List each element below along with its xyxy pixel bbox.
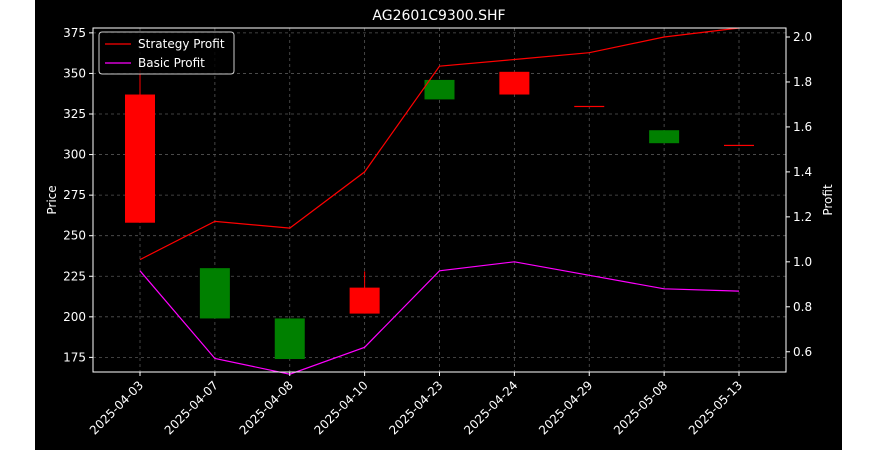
candle-body-7	[649, 130, 680, 144]
y-tick-label-3: 250	[63, 229, 86, 243]
y-tick-label-4: 275	[63, 188, 86, 202]
figure-background	[35, 0, 842, 450]
profit-lines	[139, 27, 740, 375]
candle-body-5	[499, 71, 530, 95]
y-tick-label-1: 200	[63, 310, 86, 324]
chart-title: AG2601C9300.SHF	[372, 8, 505, 24]
y2-tick-label-0: 0.6	[793, 345, 812, 359]
legend: Strategy Profit Basic Profit	[98, 31, 235, 75]
candle-body-0	[125, 94, 155, 223]
y2-tick-label-2: 1.0	[793, 255, 812, 269]
y-tick-label-6: 325	[63, 107, 86, 121]
y2-tick-label-5: 1.6	[793, 120, 812, 134]
legend-label-1: Basic Profit	[138, 56, 205, 70]
y-tick-label-7: 350	[63, 66, 86, 80]
candle-body-3	[349, 287, 380, 314]
candlesticks	[125, 70, 754, 360]
y2-tick-label-1: 0.8	[793, 300, 812, 314]
legend-label-0: Strategy Profit	[138, 37, 225, 51]
legend-box	[98, 31, 235, 75]
y2-tick-label-3: 1.2	[793, 210, 812, 224]
candle-body-1	[199, 268, 230, 319]
y-axis-label: Price	[45, 185, 59, 214]
y2-axis-label: Profit	[821, 184, 835, 216]
left-axis-ticks: 175 200 225 250 275 300 325 350 375	[63, 26, 93, 364]
y-tick-label-0: 175	[63, 350, 86, 364]
y-tick-label-8: 375	[63, 26, 86, 40]
candle-body-6	[574, 105, 605, 108]
series-line-0	[139, 27, 740, 261]
candle-body-4	[424, 79, 455, 100]
y2-tick-label-6: 1.8	[793, 75, 812, 89]
y-tick-label-5: 300	[63, 148, 86, 162]
candle-body-8	[724, 144, 754, 147]
candle-body-2	[274, 318, 305, 360]
series-line-1	[139, 261, 740, 375]
y2-tick-label-4: 1.4	[793, 165, 812, 179]
y-tick-label-2: 225	[63, 269, 86, 283]
right-axis-ticks: 0.6 0.8 1.0 1.2 1.4 1.6 1.8 2.0	[786, 30, 812, 359]
y2-tick-label-7: 2.0	[793, 30, 812, 44]
